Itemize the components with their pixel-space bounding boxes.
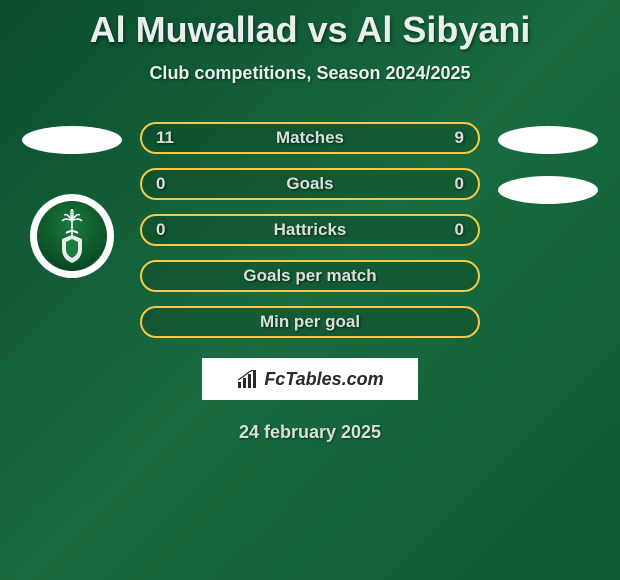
stat-row-matches: 11 Matches 9 <box>140 122 480 154</box>
stat-label: Matches <box>276 128 344 148</box>
stat-label: Goals <box>286 174 333 194</box>
stat-left-value: 0 <box>156 174 180 194</box>
stats-area: 11 Matches 9 0 Goals 0 0 Hattricks 0 Goa… <box>10 122 610 338</box>
stat-row-goals: 0 Goals 0 <box>140 168 480 200</box>
stat-label: Goals per match <box>243 266 376 286</box>
footer-brand-text: FcTables.com <box>264 369 383 390</box>
stat-row-min-per-goal: Min per goal <box>140 306 480 338</box>
date-text: 24 february 2025 <box>10 422 610 443</box>
stat-right-value: 0 <box>440 174 464 194</box>
stats-column: 11 Matches 9 0 Goals 0 0 Hattricks 0 Goa… <box>140 122 480 338</box>
page-title: Al Muwallad vs Al Sibyani <box>10 9 610 51</box>
stat-left-value: 11 <box>156 128 180 148</box>
main-container: Al Muwallad vs Al Sibyani Club competiti… <box>0 0 620 448</box>
subtitle: Club competitions, Season 2024/2025 <box>10 63 610 84</box>
player-photo-placeholder-left <box>22 126 122 154</box>
club-crest <box>37 201 107 271</box>
stat-row-goals-per-match: Goals per match <box>140 260 480 292</box>
bar-chart-icon <box>236 370 258 388</box>
right-column <box>488 122 608 204</box>
stat-right-value: 0 <box>440 220 464 240</box>
stat-label: Min per goal <box>260 312 360 332</box>
stat-row-hattricks: 0 Hattricks 0 <box>140 214 480 246</box>
stat-label: Hattricks <box>274 220 347 240</box>
left-column <box>12 122 132 278</box>
club-logo-left <box>30 194 114 278</box>
shield-icon <box>58 233 86 265</box>
stat-left-value: 0 <box>156 220 180 240</box>
player-photo-placeholder-right-2 <box>498 176 598 204</box>
footer-brand-box: FcTables.com <box>202 358 418 400</box>
stat-right-value: 9 <box>440 128 464 148</box>
player-photo-placeholder-right-1 <box>498 126 598 154</box>
